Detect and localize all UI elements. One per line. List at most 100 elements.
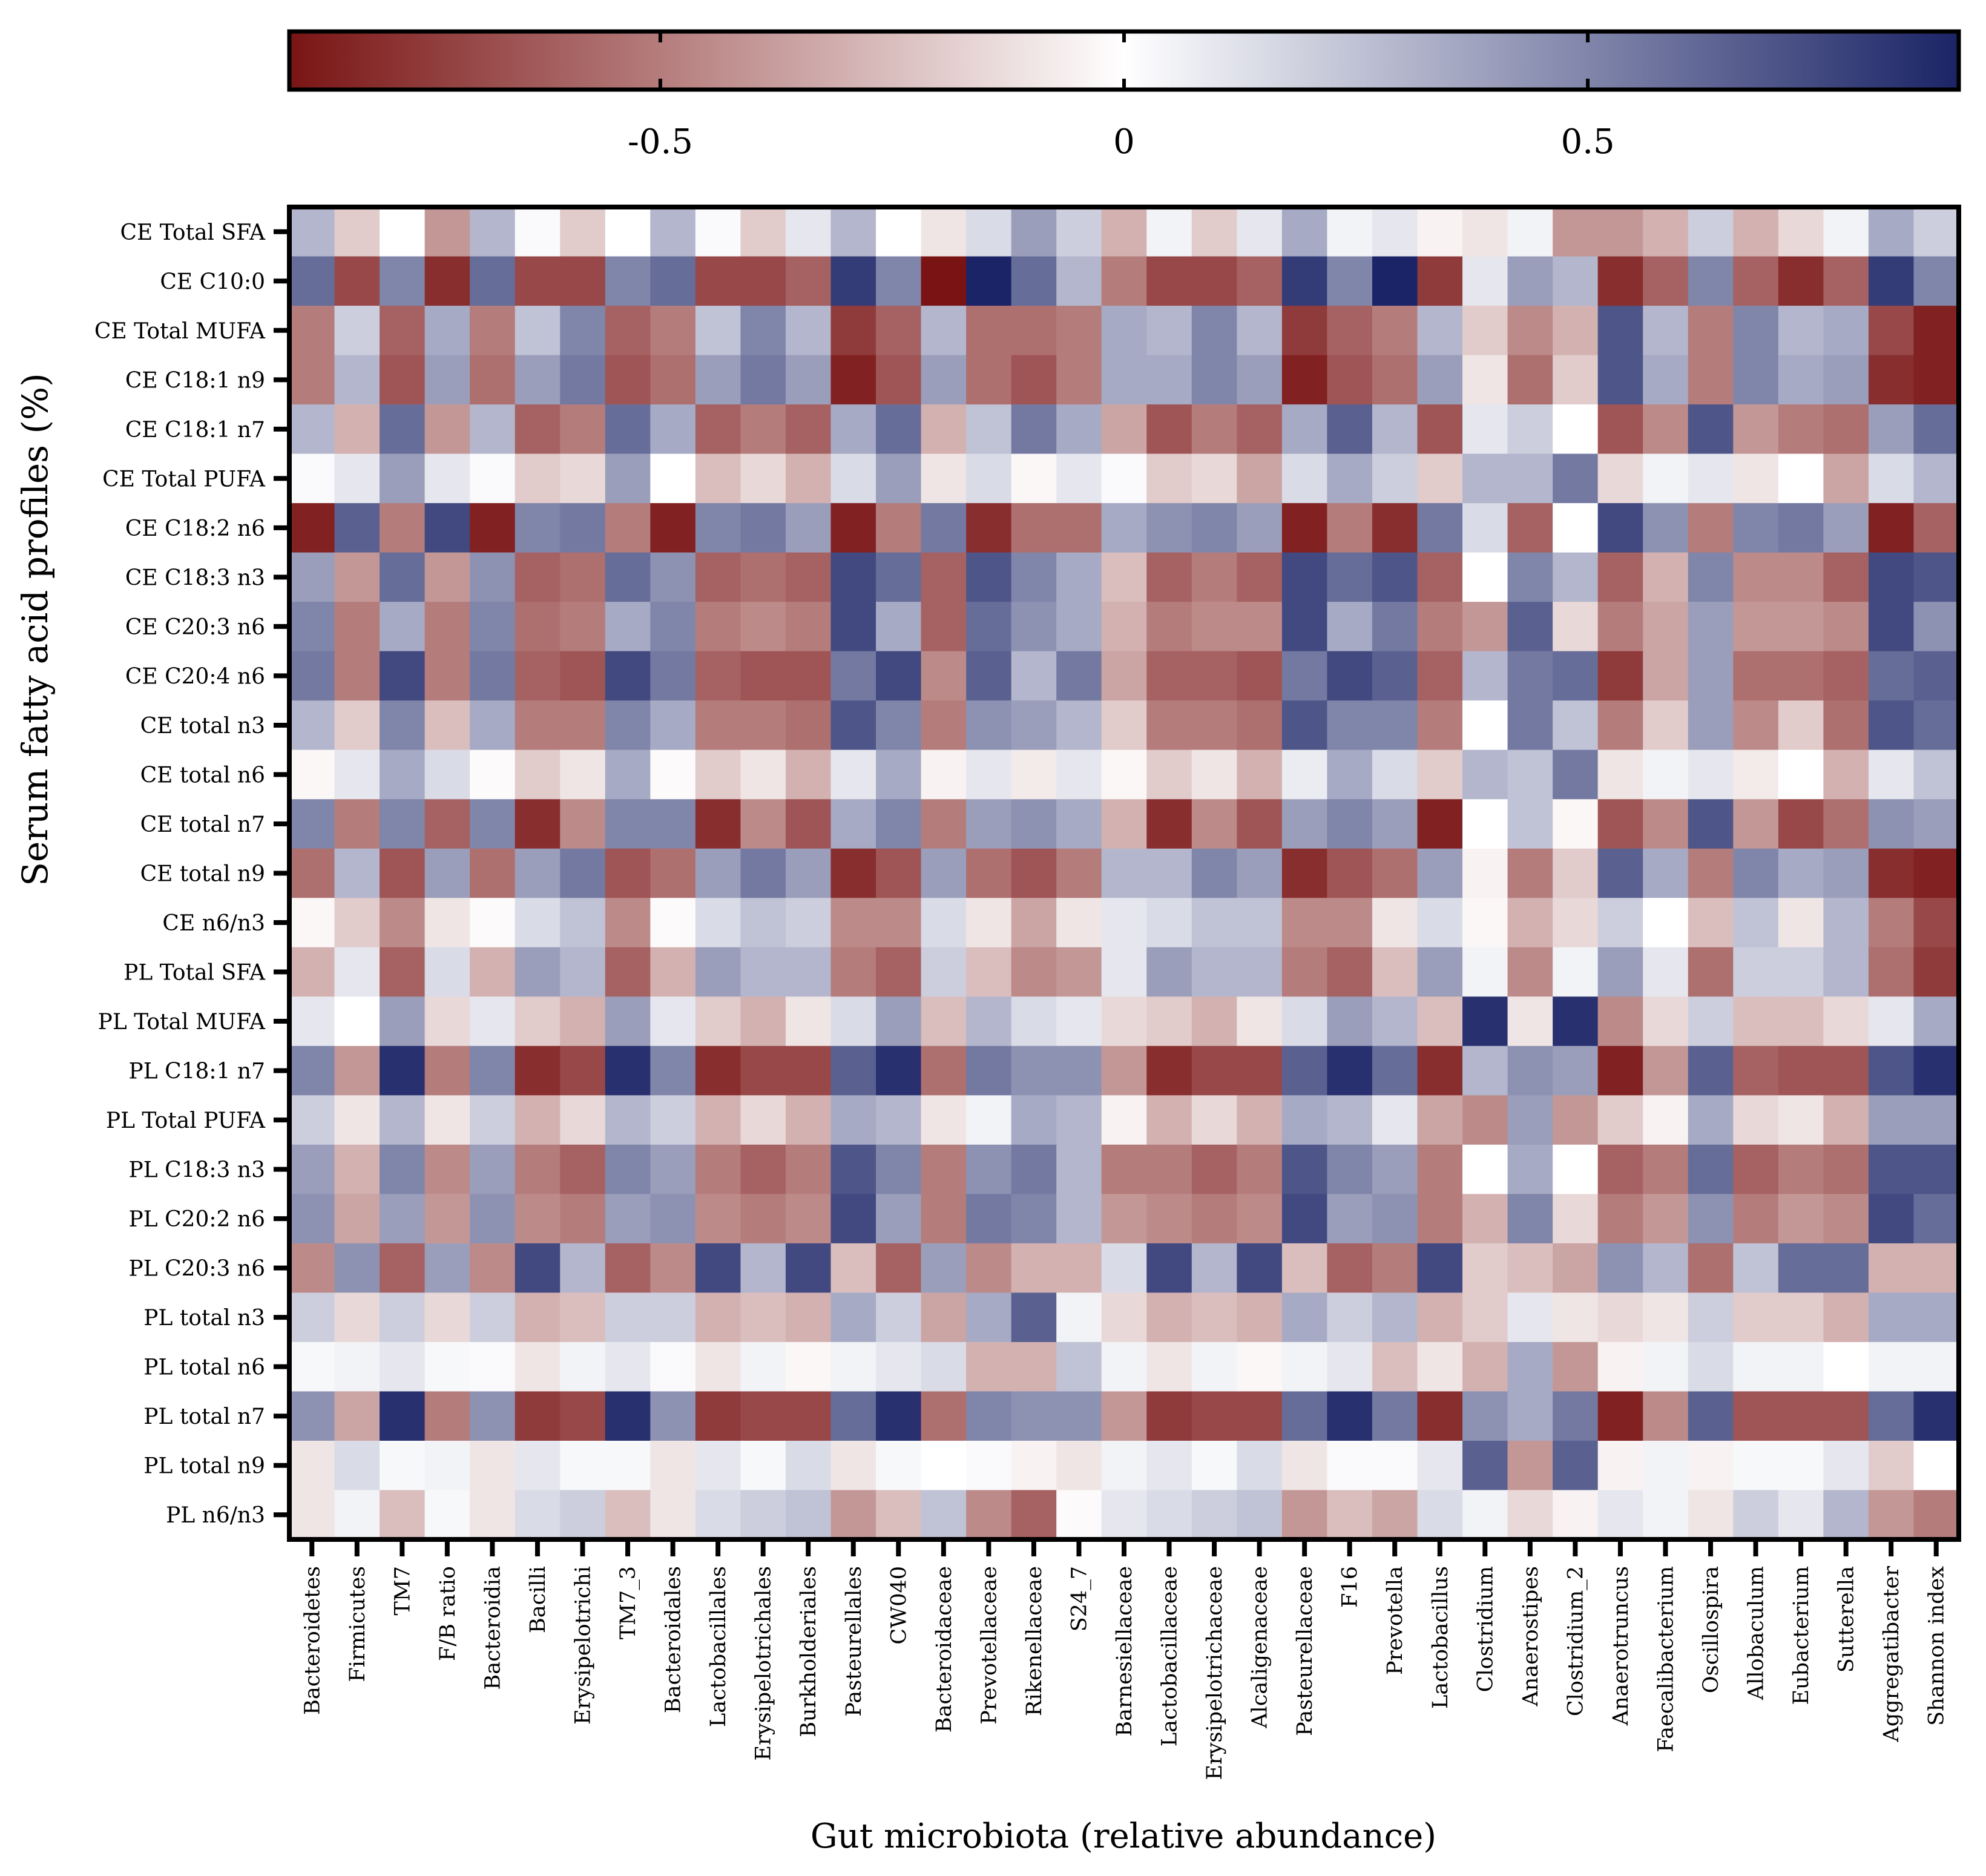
row-label: CE C10:0	[160, 269, 265, 294]
heatmap-cell	[1372, 1095, 1418, 1145]
heatmap-cell	[876, 947, 922, 997]
heatmap-cell	[515, 1095, 561, 1145]
heatmap-cell	[1011, 1292, 1057, 1343]
heatmap-cell	[334, 898, 380, 948]
heatmap-cell	[1417, 207, 1463, 257]
heatmap-cell	[1056, 749, 1102, 800]
heatmap-cell	[1507, 404, 1553, 455]
heatmap-cell	[334, 404, 380, 455]
heatmap-cell	[1868, 552, 1915, 602]
heatmap-cell	[1597, 453, 1643, 504]
heatmap-cell	[1146, 749, 1192, 800]
heatmap-cell	[1643, 1341, 1689, 1392]
heatmap-cell	[695, 848, 741, 898]
heatmap-cell	[1237, 1440, 1283, 1491]
heatmap-cell	[785, 848, 832, 898]
heatmap-cell	[1778, 1391, 1824, 1441]
heatmap-cell	[785, 1095, 832, 1145]
heatmap-cell	[1056, 404, 1102, 455]
heatmap-cell	[650, 1194, 696, 1244]
heatmap-cell	[1237, 1490, 1283, 1540]
heatmap-cell	[1733, 996, 1779, 1047]
heatmap-cell	[1146, 306, 1192, 356]
heatmap-cell	[1327, 256, 1373, 306]
heatmap-cell	[1507, 1341, 1553, 1392]
heatmap-cell	[785, 1292, 832, 1343]
heatmap-cell	[1417, 453, 1463, 504]
heatmap-cell	[1011, 799, 1057, 849]
heatmap-cell	[1553, 503, 1599, 553]
heatmap-cell	[785, 1391, 832, 1441]
heatmap-cell	[560, 749, 606, 800]
heatmap-cell	[1146, 1391, 1192, 1441]
heatmap-cell	[605, 996, 651, 1047]
heatmap-cell	[785, 749, 832, 800]
heatmap-cell	[921, 1292, 967, 1343]
heatmap-cell	[740, 1490, 786, 1540]
heatmap-cell	[785, 1440, 832, 1491]
heatmap-cell	[785, 1341, 832, 1392]
heatmap-cell	[1101, 306, 1147, 356]
heatmap-cell	[560, 799, 606, 849]
heatmap-cell	[1868, 355, 1915, 405]
y-axis-label: Serum fatty acid profiles (%)	[15, 373, 56, 886]
heatmap-cell	[830, 1144, 876, 1194]
heatmap-cell	[1146, 1194, 1192, 1244]
heatmap-cell	[1462, 1144, 1508, 1194]
row-label: PL Total MUFA	[98, 1010, 266, 1035]
heatmap-cell	[515, 355, 561, 405]
heatmap-cell	[1281, 1391, 1328, 1441]
heatmap-cell	[1237, 651, 1283, 701]
heatmap-cell	[1553, 651, 1599, 701]
heatmap-cell	[1056, 996, 1102, 1047]
heatmap-cell	[1191, 1045, 1237, 1096]
heatmap-cell	[876, 749, 922, 800]
column-label: Oscillospira	[1699, 1566, 1723, 1693]
heatmap-cell	[695, 1391, 741, 1441]
column-label: CW040	[887, 1566, 911, 1645]
heatmap-cell	[1553, 1045, 1599, 1096]
heatmap-cell	[1778, 552, 1824, 602]
heatmap-cell	[740, 503, 786, 553]
heatmap-cell	[830, 1194, 876, 1244]
heatmap-cell	[334, 651, 380, 701]
heatmap-cell	[695, 602, 741, 652]
column-label: Eubacterium	[1789, 1566, 1813, 1705]
heatmap-cell	[1372, 996, 1418, 1047]
heatmap-cell	[1823, 651, 1869, 701]
heatmap-cell	[424, 651, 470, 701]
heatmap-cell	[515, 898, 561, 948]
heatmap-cell	[515, 1144, 561, 1194]
heatmap-cell	[1778, 1194, 1824, 1244]
heatmap-cell	[1507, 1194, 1553, 1244]
heatmap-cell	[740, 306, 786, 356]
heatmap-cell	[1823, 1194, 1869, 1244]
heatmap-cell	[1462, 1391, 1508, 1441]
heatmap-cell	[1327, 848, 1373, 898]
heatmap-cell	[1597, 996, 1643, 1047]
heatmap-cell	[1688, 898, 1734, 948]
heatmap-cell	[289, 749, 335, 800]
heatmap-cell	[470, 503, 516, 553]
heatmap-cell	[334, 700, 380, 751]
heatmap-cell	[1462, 1292, 1508, 1343]
heatmap-cell	[921, 1144, 967, 1194]
heatmap-cell	[560, 306, 606, 356]
row-label: PL total n3	[143, 1306, 265, 1331]
heatmap-cell	[1507, 453, 1553, 504]
column-label: Alcaligenaceae	[1248, 1566, 1272, 1729]
heatmap-cell	[1146, 1144, 1192, 1194]
heatmap-cell	[1688, 306, 1734, 356]
heatmap-cell	[1688, 503, 1734, 553]
heatmap-cell	[1462, 1440, 1508, 1491]
heatmap-cell	[1146, 848, 1192, 898]
heatmap-cell	[1417, 1440, 1463, 1491]
heatmap-cell	[785, 207, 832, 257]
heatmap-cell	[1281, 1490, 1328, 1540]
heatmap-cell	[650, 651, 696, 701]
heatmap-cell	[1372, 1391, 1418, 1441]
heatmap-cell	[1237, 503, 1283, 553]
heatmap-cell	[1688, 947, 1734, 997]
heatmap-cell	[785, 1045, 832, 1096]
heatmap-cell	[380, 1490, 426, 1540]
